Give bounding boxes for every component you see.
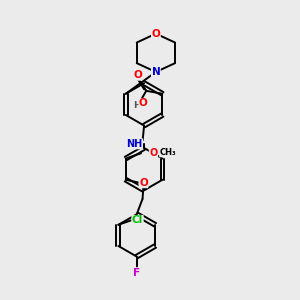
Text: O: O [152, 29, 160, 39]
Text: O: O [139, 98, 148, 109]
Text: CH₃: CH₃ [159, 148, 176, 157]
Text: NH: NH [126, 139, 142, 149]
Text: O: O [149, 148, 158, 158]
Text: F: F [133, 268, 140, 278]
Text: N: N [152, 67, 160, 77]
Text: O: O [139, 178, 148, 188]
Text: Cl: Cl [132, 215, 143, 225]
Text: O: O [133, 70, 142, 80]
Text: H: H [133, 101, 141, 110]
